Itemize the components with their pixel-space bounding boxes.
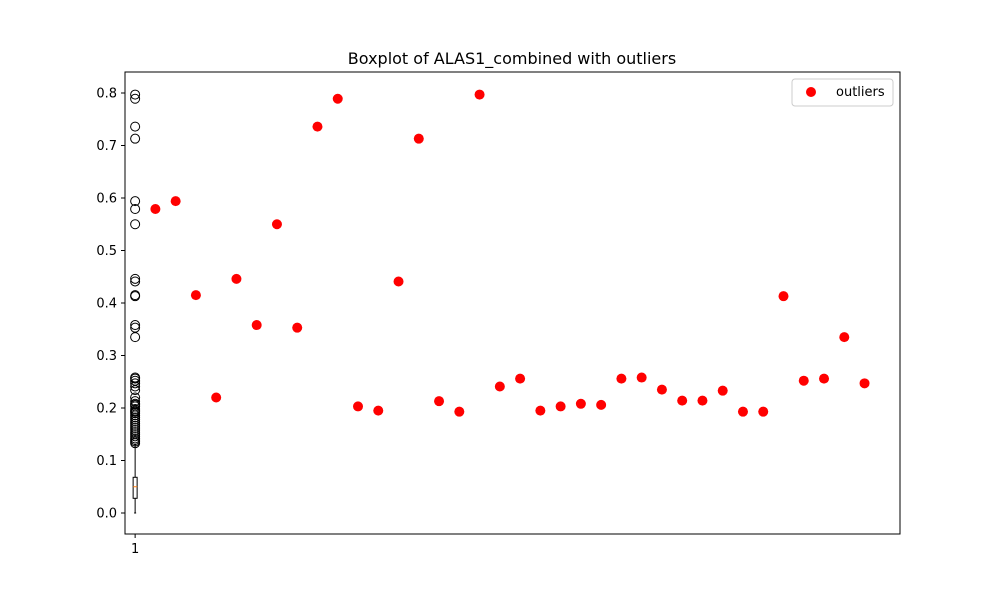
boxplot-box bbox=[132, 476, 138, 499]
outlier-point bbox=[332, 93, 343, 104]
outlier-point bbox=[494, 381, 505, 392]
outlier-point bbox=[717, 385, 728, 396]
outlier-point bbox=[312, 121, 323, 132]
boxplot-flier bbox=[130, 93, 141, 104]
y-tick-label: 0.0 bbox=[96, 507, 117, 522]
y-tick-label: 0.4 bbox=[96, 297, 117, 312]
boxplot-flier bbox=[130, 378, 141, 389]
boxplot-flier bbox=[130, 385, 141, 396]
outlier-point bbox=[819, 373, 830, 384]
outlier-point bbox=[656, 384, 667, 395]
outlier-point bbox=[555, 401, 566, 412]
boxplot-flier bbox=[130, 332, 141, 343]
outlier-point bbox=[211, 392, 222, 403]
outlier-point bbox=[798, 375, 809, 386]
outlier-point bbox=[434, 396, 445, 407]
boxplot-flier bbox=[130, 273, 141, 284]
boxplot-flier bbox=[130, 133, 141, 144]
scatter-series bbox=[150, 89, 870, 417]
outlier-point bbox=[616, 373, 627, 384]
x-tick-label: 1 bbox=[131, 542, 139, 557]
y-tick-label: 0.1 bbox=[96, 454, 117, 469]
y-tick-label: 0.6 bbox=[96, 192, 117, 207]
outlier-point bbox=[474, 89, 485, 100]
outlier-point bbox=[150, 204, 161, 215]
legend-box bbox=[791, 78, 894, 107]
y-tick-label: 0.2 bbox=[96, 402, 117, 417]
boxplot bbox=[130, 89, 141, 514]
outlier-point bbox=[271, 219, 282, 230]
boxplot-flier bbox=[130, 89, 141, 100]
outlier-point bbox=[535, 405, 546, 416]
outlier-point bbox=[596, 399, 607, 410]
outlier-point bbox=[454, 406, 465, 417]
outlier-point bbox=[170, 196, 181, 207]
outlier-point bbox=[778, 291, 789, 302]
outlier-point bbox=[373, 405, 384, 416]
outlier-point bbox=[839, 332, 850, 343]
boxplot-flier bbox=[130, 196, 141, 207]
legend-marker-outliers bbox=[806, 87, 816, 97]
x-axis: 1 bbox=[131, 534, 139, 557]
boxplot-flier bbox=[130, 204, 141, 215]
boxplot-flier bbox=[130, 438, 141, 449]
y-axis: 0.0 0.1 0.2 0.3 0.4 0.5 0.6 0.7 0.8 bbox=[96, 87, 125, 522]
outlier-point bbox=[575, 398, 586, 409]
outlier-point bbox=[413, 133, 424, 144]
outlier-point bbox=[231, 273, 242, 284]
outlier-point bbox=[393, 276, 404, 287]
outlier-point bbox=[190, 290, 201, 301]
outlier-point bbox=[737, 406, 748, 417]
legend: outliers bbox=[791, 78, 894, 107]
outlier-point bbox=[859, 378, 870, 389]
outlier-point bbox=[353, 401, 364, 412]
boxplot-flier bbox=[130, 381, 141, 392]
outlier-point bbox=[758, 406, 769, 417]
boxplot-flier bbox=[130, 121, 141, 132]
y-tick-label: 0.7 bbox=[96, 139, 117, 154]
boxplot-flier bbox=[130, 291, 141, 302]
chart-title: Boxplot of ALAS1_combined with outliers bbox=[348, 49, 676, 69]
outlier-point bbox=[677, 395, 688, 406]
plot-frame bbox=[124, 71, 901, 535]
legend-label-outliers: outliers bbox=[836, 85, 885, 100]
y-tick-label: 0.3 bbox=[96, 349, 117, 364]
boxplot-flier bbox=[130, 219, 141, 230]
outlier-point bbox=[251, 320, 262, 331]
y-tick-label: 0.5 bbox=[96, 244, 117, 259]
outlier-point bbox=[636, 372, 647, 383]
outlier-point bbox=[697, 395, 708, 406]
outlier-point bbox=[292, 322, 303, 333]
y-tick-label: 0.8 bbox=[96, 87, 117, 102]
boxplot-flier bbox=[130, 320, 141, 331]
boxplot-flier bbox=[130, 276, 141, 287]
outlier-point bbox=[515, 373, 526, 384]
